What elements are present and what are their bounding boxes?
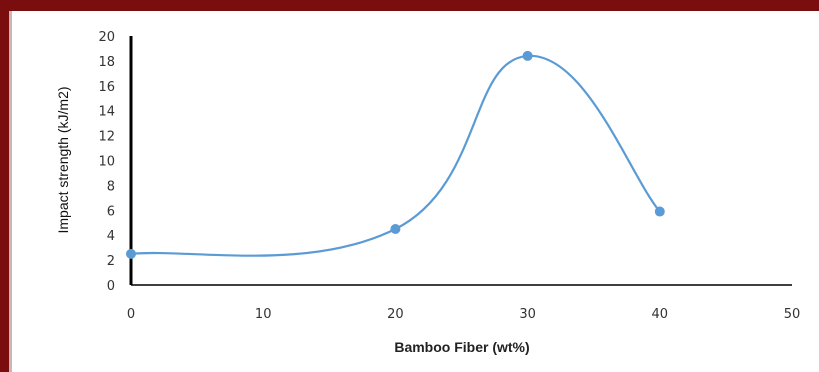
x-tick-label: 0: [127, 307, 135, 322]
y-tick-label: 14: [98, 105, 115, 120]
x-tick-label: 30: [519, 307, 536, 322]
x-axis-label: Bamboo Fiber (wt%): [394, 339, 529, 355]
data-point: [126, 248, 136, 259]
data-point: [390, 223, 401, 234]
x-tick-label: 40: [652, 307, 669, 322]
plot-area: 0 2 4 6 8 10 12 14 16 18 20 0 10 20 30 40 50: [98, 30, 800, 322]
y-tick-labels: 0 2 4 6 8 10 12 14 16 18 20: [98, 30, 115, 294]
x-tick-label: 10: [255, 307, 272, 322]
series-line: [130, 54, 661, 257]
frame-border-left: [0, 0, 9, 372]
y-tick-label: 10: [98, 155, 115, 170]
data-point: [522, 50, 533, 61]
frame-inner-edge: [9, 11, 12, 372]
y-tick-label: 2: [107, 254, 115, 269]
y-tick-label: 0: [107, 279, 115, 294]
x-tick-labels: 0 10 20 30 40 50: [127, 307, 800, 322]
y-tick-label: 18: [98, 55, 115, 70]
frame-border-top: [0, 0, 819, 11]
y-tick-label: 12: [98, 130, 115, 145]
y-tick-label: 16: [98, 80, 115, 95]
y-tick-label: 20: [98, 30, 115, 45]
y-tick-label: 6: [107, 204, 115, 219]
y-axis-label: Impact strength (kJ/m2): [55, 86, 71, 233]
y-tick-label: 8: [107, 179, 115, 194]
data-points: [126, 50, 665, 259]
y-tick-label: 4: [107, 229, 115, 244]
data-point: [654, 206, 665, 217]
x-tick-label: 20: [387, 307, 404, 322]
x-tick-label: 50: [784, 307, 801, 322]
